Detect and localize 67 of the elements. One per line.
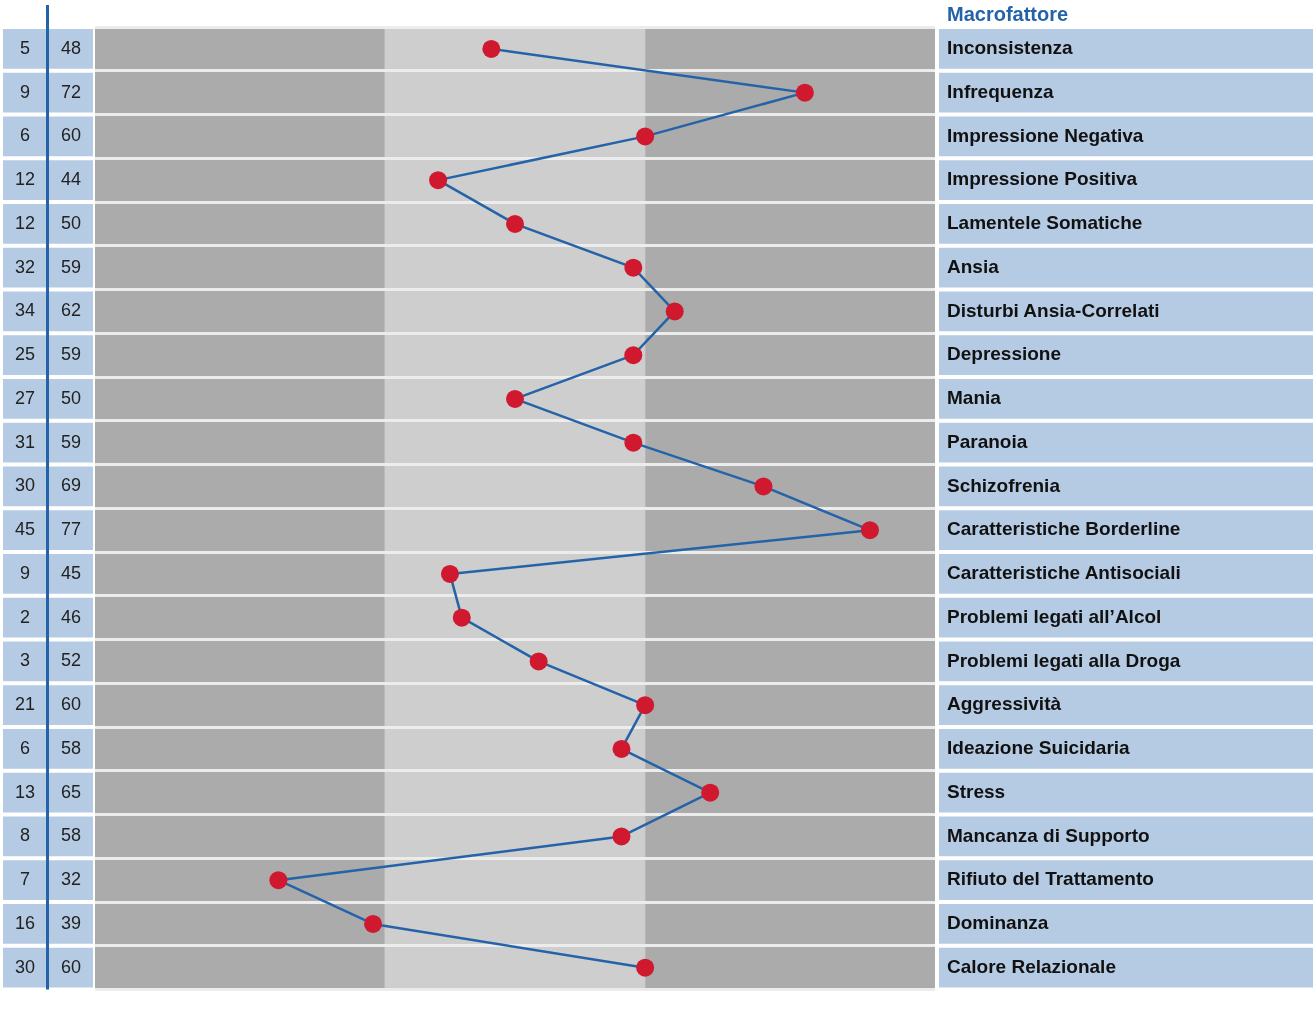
text: 32 bbox=[60, 869, 82, 890]
text: 65 bbox=[60, 781, 82, 802]
y-tick-label: Aggressività bbox=[947, 693, 1062, 715]
text: 34 bbox=[14, 300, 36, 321]
text: 6 bbox=[19, 125, 31, 146]
y-tick-label: Inconsistenza bbox=[947, 37, 1074, 59]
y-tick-label: Disturbi Ansia-Correlati bbox=[947, 299, 1160, 321]
text: 60 bbox=[60, 956, 82, 977]
text: 39 bbox=[60, 912, 82, 933]
text: 44 bbox=[60, 169, 82, 190]
text: 58 bbox=[60, 737, 82, 758]
text: 62 bbox=[60, 300, 82, 321]
y-tick-label: Ansia bbox=[947, 255, 1000, 277]
y-tick-label: Calore Relazionale bbox=[947, 955, 1116, 977]
text: 7 bbox=[19, 869, 31, 890]
text: 9 bbox=[19, 81, 31, 102]
text: 13 bbox=[14, 781, 36, 802]
text: 8 bbox=[19, 825, 31, 846]
text: 59 bbox=[60, 431, 82, 452]
text: 48 bbox=[60, 37, 82, 58]
text: 50 bbox=[60, 212, 82, 233]
y-tick-label: Infrequenza bbox=[947, 80, 1055, 102]
text: 50 bbox=[60, 387, 82, 408]
text: 9 bbox=[19, 562, 31, 583]
text: 25 bbox=[14, 344, 36, 365]
text: 72 bbox=[60, 81, 82, 102]
text: 45 bbox=[14, 519, 36, 540]
y-axis-title: Macrofattore bbox=[947, 2, 1069, 25]
y-tick-label: Caratteristiche Borderline bbox=[947, 518, 1181, 540]
y-tick-label: Stress bbox=[947, 780, 1006, 802]
text: 30 bbox=[14, 956, 36, 977]
y-tick-label: Depressione bbox=[947, 343, 1062, 365]
text: 21 bbox=[14, 694, 36, 715]
text: 16 bbox=[14, 912, 36, 933]
text: 3 bbox=[19, 650, 31, 671]
y-tick-label: Mania bbox=[947, 387, 1002, 409]
y-tick-label: Problemi legati alla Droga bbox=[947, 649, 1181, 671]
y-tick-label: Problemi legati all’Alcol bbox=[947, 605, 1162, 627]
text: 60 bbox=[60, 125, 82, 146]
text: 12 bbox=[14, 212, 36, 233]
text: 31 bbox=[14, 431, 36, 452]
text: 59 bbox=[60, 344, 82, 365]
y-tick-label: Mancanza di Supporto bbox=[947, 824, 1150, 846]
y-tick-label: Rifiuto del Trattamento bbox=[947, 868, 1154, 890]
y-tick-label: Lamentele Somatiche bbox=[947, 212, 1143, 234]
y-tick-label: Caratteristiche Antisociali bbox=[947, 562, 1181, 584]
text: 27 bbox=[14, 387, 36, 408]
y-tick-label: Schizofrenia bbox=[947, 474, 1061, 496]
y-tick-label: Paranoia bbox=[947, 430, 1028, 452]
text: 12 bbox=[14, 169, 36, 190]
text: 60 bbox=[60, 694, 82, 715]
text: 6 bbox=[19, 737, 31, 758]
y-tick-label: Dominanza bbox=[947, 912, 1049, 934]
y-tick-label: Impressione Negativa bbox=[947, 124, 1144, 146]
text: 2 bbox=[19, 606, 31, 627]
text: 69 bbox=[60, 475, 82, 496]
text: 52 bbox=[60, 650, 82, 671]
text: 46 bbox=[60, 606, 82, 627]
text: 30 bbox=[14, 475, 36, 496]
text: 5 bbox=[19, 37, 31, 58]
y-tick-label: Ideazione Suicidaria bbox=[947, 737, 1131, 759]
text: 45 bbox=[60, 562, 82, 583]
text: 77 bbox=[60, 519, 82, 540]
text: 58 bbox=[60, 825, 82, 846]
y-tick-label: Impressione Positiva bbox=[947, 168, 1138, 190]
text: 32 bbox=[14, 256, 36, 277]
text: 59 bbox=[60, 256, 82, 277]
